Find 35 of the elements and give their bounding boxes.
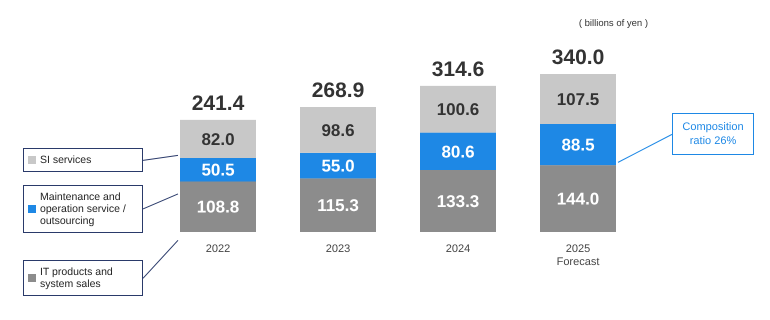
legend-label: Maintenance and operation service / outsourcing bbox=[40, 190, 127, 227]
data-label: 55.0 bbox=[321, 156, 355, 176]
data-label: 82.0 bbox=[201, 130, 235, 149]
data-label: 98.6 bbox=[321, 120, 355, 140]
x-tick-label: 2025 Forecast bbox=[556, 243, 600, 268]
data-label: 80.6 bbox=[441, 142, 475, 162]
x-tick-label: 2022 bbox=[206, 243, 230, 255]
text: ( billions of yen ) bbox=[578, 18, 648, 29]
data-label: 144.0 bbox=[556, 190, 600, 209]
bar bbox=[540, 74, 616, 124]
total-label: 314.6 bbox=[432, 58, 484, 81]
text: Composition ratio 26% bbox=[672, 113, 754, 156]
data-label: 115.3 bbox=[317, 196, 359, 216]
legend-label: SI services bbox=[40, 154, 92, 166]
bar bbox=[180, 120, 256, 158]
x-tick-label: 2023 bbox=[326, 243, 350, 255]
bar bbox=[300, 178, 376, 232]
bar bbox=[420, 132, 496, 170]
legend-label: IT products and system sales bbox=[40, 266, 114, 290]
bar bbox=[300, 107, 376, 153]
data-label: 133.3 bbox=[436, 192, 480, 212]
data-label: 88.5 bbox=[561, 136, 595, 155]
total-label: 340.0 bbox=[552, 46, 604, 69]
bar bbox=[180, 181, 256, 232]
total-label: 241.4 bbox=[192, 92, 245, 115]
total-label: 268.9 bbox=[312, 79, 364, 102]
bar bbox=[540, 124, 616, 166]
data-label: 50.5 bbox=[201, 160, 235, 180]
bar bbox=[420, 86, 496, 133]
data-label: 108.8 bbox=[196, 198, 240, 217]
bar bbox=[420, 170, 496, 232]
x-tick-label: 2024 bbox=[446, 243, 470, 255]
data-label: 100.6 bbox=[436, 100, 480, 120]
bar bbox=[540, 165, 616, 232]
data-label: 107.5 bbox=[556, 90, 600, 109]
